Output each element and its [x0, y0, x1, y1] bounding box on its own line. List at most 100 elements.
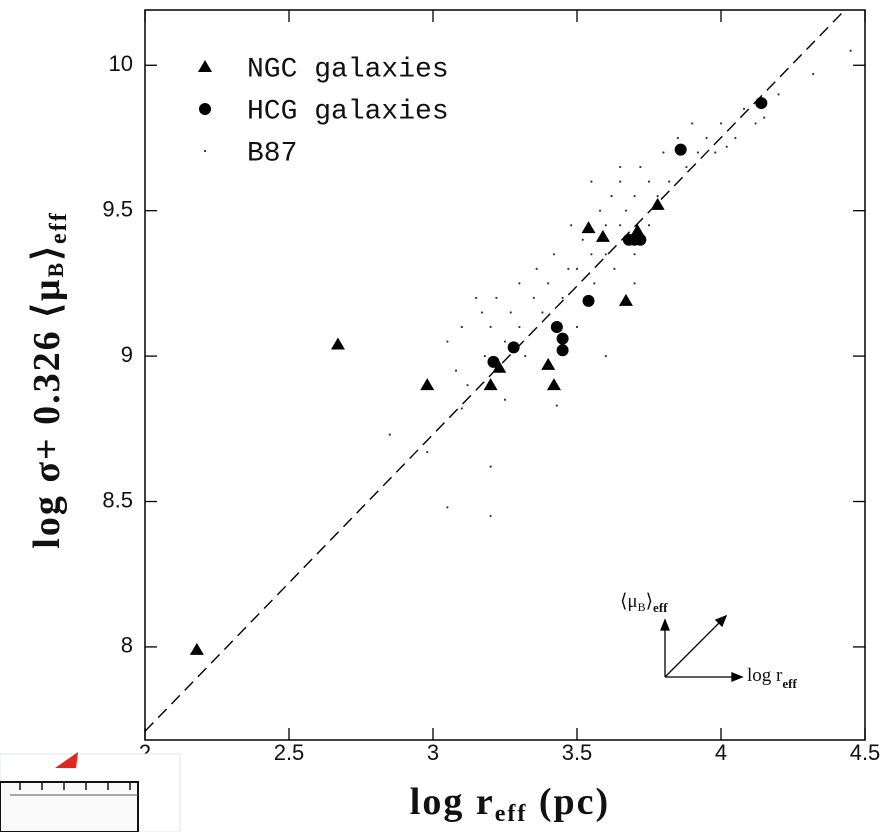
dot-marker: [489, 514, 492, 518]
circle-marker: [634, 233, 647, 246]
triangle-marker: [618, 293, 633, 306]
y-tick-label: 8.5: [102, 487, 133, 512]
dot-marker: [495, 296, 498, 300]
triangle-marker: [650, 197, 665, 210]
x-label-main: log r: [410, 781, 495, 823]
dot-marker: [561, 296, 564, 300]
circle-marker: [556, 344, 569, 357]
dot-marker: [676, 136, 679, 140]
inset-y-sub: B: [638, 600, 646, 614]
thumbnail: [0, 752, 181, 832]
dot-marker: [719, 122, 723, 125]
inset-arrowhead: [714, 614, 728, 628]
dot-marker: [509, 311, 512, 314]
inset-y-subscript: eff: [653, 600, 668, 615]
dot-marker: [575, 267, 579, 270]
dot-marker: [812, 72, 815, 76]
circle-marker: [199, 103, 211, 115]
dot-marker: [725, 145, 728, 148]
dot-marker: [460, 407, 463, 410]
dot-marker: [742, 107, 746, 110]
circle-marker: [582, 294, 595, 307]
dot-marker: [633, 195, 636, 198]
dot-marker: [604, 354, 607, 358]
dot-marker: [388, 433, 391, 436]
dot-marker: [734, 136, 737, 140]
x-tick-label: 3.5: [562, 740, 593, 765]
x-tick-label: 2.5: [274, 740, 305, 765]
triangle-marker: [595, 229, 610, 242]
y-tick-label: 9.5: [102, 196, 133, 221]
dot-marker: [624, 209, 628, 212]
dot-marker: [639, 165, 642, 169]
x-tick-label: 4.5: [850, 740, 881, 765]
triangle-marker: [483, 378, 498, 391]
dot-marker: [662, 151, 665, 154]
dot-marker: [647, 180, 651, 183]
dot-marker: [454, 369, 458, 372]
circle-marker: [550, 321, 563, 334]
dot-marker: [466, 384, 469, 387]
triangle-marker: [546, 378, 561, 391]
dot-marker: [849, 49, 852, 52]
dot-marker: [575, 325, 579, 329]
dot-marker: [489, 465, 492, 468]
thumbnail-red-mark: [55, 752, 78, 768]
dot-marker: [633, 282, 636, 285]
dot-marker: [619, 165, 622, 169]
y-label-main: log σ+ 0.326 ⟨μ: [26, 277, 68, 548]
thumbnail-box: [0, 781, 139, 832]
triangle-marker: [630, 224, 645, 237]
dot-marker: [503, 340, 507, 343]
x-axis-label: log reff (pc): [410, 781, 610, 827]
y-label-close: ⟩: [26, 244, 68, 261]
dot-marker: [203, 149, 207, 153]
dot-marker: [446, 506, 449, 509]
dot-marker: [555, 404, 558, 407]
dot-marker: [567, 267, 570, 270]
triangle-marker: [581, 221, 596, 234]
y-tick-label: 10: [109, 51, 133, 76]
y-tick-label: 8: [121, 633, 133, 658]
circle-marker: [507, 341, 520, 354]
dot-marker: [656, 195, 659, 198]
dot-marker: [541, 311, 544, 314]
dot-marker: [598, 209, 602, 212]
x-tick-label: 3: [427, 740, 439, 765]
dot-marker: [633, 253, 636, 256]
dot-marker: [518, 325, 521, 329]
circle-marker: [487, 355, 500, 368]
inset-y-close: ⟩: [646, 591, 653, 612]
y-label-subscript: eff: [46, 211, 72, 244]
triangle-marker: [420, 378, 435, 391]
circle-marker: [556, 332, 569, 345]
circle-marker: [755, 97, 768, 110]
dot-marker: [460, 325, 463, 329]
y-axis-label: log σ+ 0.326 ⟨μB⟩eff: [26, 211, 72, 548]
x-label-sub: eff: [495, 801, 528, 827]
dot-marker: [532, 296, 535, 300]
dot-marker: [777, 93, 780, 96]
dot-marker: [685, 165, 688, 169]
dot-marker: [604, 253, 607, 256]
dot-marker: [524, 354, 527, 358]
y-tick-label: 9: [121, 342, 133, 367]
dot-marker: [489, 325, 492, 329]
dot-marker: [619, 224, 622, 227]
dot-marker: [570, 224, 573, 227]
triangle-marker: [492, 360, 507, 373]
dot-marker: [647, 224, 651, 227]
inset-x-label: log reff: [747, 665, 797, 691]
legend-label: NGC galaxies: [247, 54, 449, 85]
triangle-marker: [198, 60, 212, 72]
dot-marker: [535, 267, 538, 270]
dot-marker: [613, 267, 616, 270]
dot-marker: [581, 238, 584, 241]
triangle-marker: [541, 357, 556, 370]
dot-marker: [480, 311, 484, 314]
dot-marker: [552, 253, 556, 256]
dot-marker: [547, 282, 550, 285]
dot-marker: [475, 296, 478, 300]
dot-marker: [518, 282, 521, 285]
